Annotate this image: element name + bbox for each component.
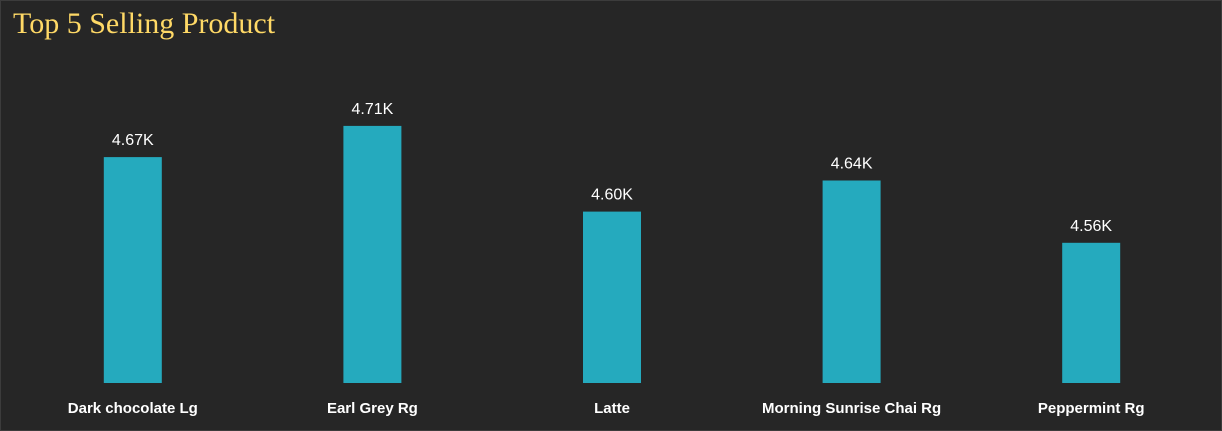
- category-label-1: Earl Grey Rg: [327, 400, 418, 417]
- bar-4: [1062, 242, 1121, 383]
- category-label-4: Peppermint Rg: [1038, 400, 1145, 417]
- bar-value-label-3: 4.64K: [831, 156, 873, 173]
- bar-0: [103, 157, 162, 383]
- bar-value-label-0: 4.67K: [112, 132, 154, 149]
- bar-2: [583, 211, 641, 383]
- category-label-2: Latte: [594, 400, 630, 417]
- bar-value-label-1: 4.71K: [351, 101, 393, 118]
- chart-title: Top 5 Selling Product: [13, 7, 276, 40]
- bar-1: [343, 125, 402, 384]
- category-label-0: Dark chocolate Lg: [68, 400, 198, 417]
- bar-3: [822, 180, 881, 383]
- bar-value-label-2: 4.60K: [591, 187, 633, 204]
- category-label-3: Morning Sunrise Chai Rg: [762, 400, 941, 417]
- bar-value-label-4: 4.56K: [1070, 218, 1112, 235]
